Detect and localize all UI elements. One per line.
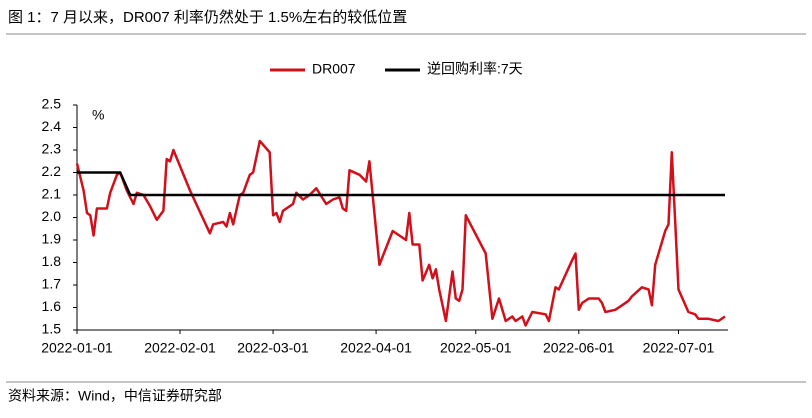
x-tick-label: 2022-07-01 bbox=[643, 340, 715, 356]
legend-label: 逆回购利率:7天 bbox=[427, 61, 523, 77]
x-tick-label: 2022-04-01 bbox=[340, 340, 412, 356]
y-tick-label: 1.6 bbox=[42, 298, 62, 314]
x-tick-label: 2022-02-01 bbox=[144, 340, 216, 356]
y-tick-label: 2.0 bbox=[42, 208, 62, 224]
chart-title: 图 1：7 月以来，DR007 利率仍然处于 1.5%左右的较低位置 bbox=[8, 8, 407, 26]
y-tick-label: 2.2 bbox=[42, 163, 62, 179]
line-series bbox=[77, 171, 725, 197]
y-tick-label: 2.1 bbox=[42, 186, 62, 202]
x-tick-label: 2022-05-01 bbox=[440, 340, 512, 356]
y-tick-label: 2.3 bbox=[42, 141, 62, 157]
x-tick-label: 2022-01-01 bbox=[41, 340, 113, 356]
y-tick-label: 1.7 bbox=[42, 276, 62, 292]
y-tick-label: 1.5 bbox=[42, 321, 62, 337]
line-series bbox=[75, 139, 726, 327]
y-tick-label: 2.5 bbox=[42, 96, 62, 112]
x-tick-label: 2022-06-01 bbox=[543, 340, 615, 356]
y-tick-label: 1.9 bbox=[42, 231, 62, 247]
x-tick-label: 2022-03-01 bbox=[237, 340, 309, 356]
y-unit: % bbox=[92, 107, 104, 123]
y-tick-label: 1.8 bbox=[42, 253, 62, 269]
source-note: 资料来源：Wind，中信证券研究部 bbox=[8, 388, 222, 404]
y-tick-label: 2.4 bbox=[42, 118, 62, 134]
legend-label: DR007 bbox=[312, 61, 356, 77]
